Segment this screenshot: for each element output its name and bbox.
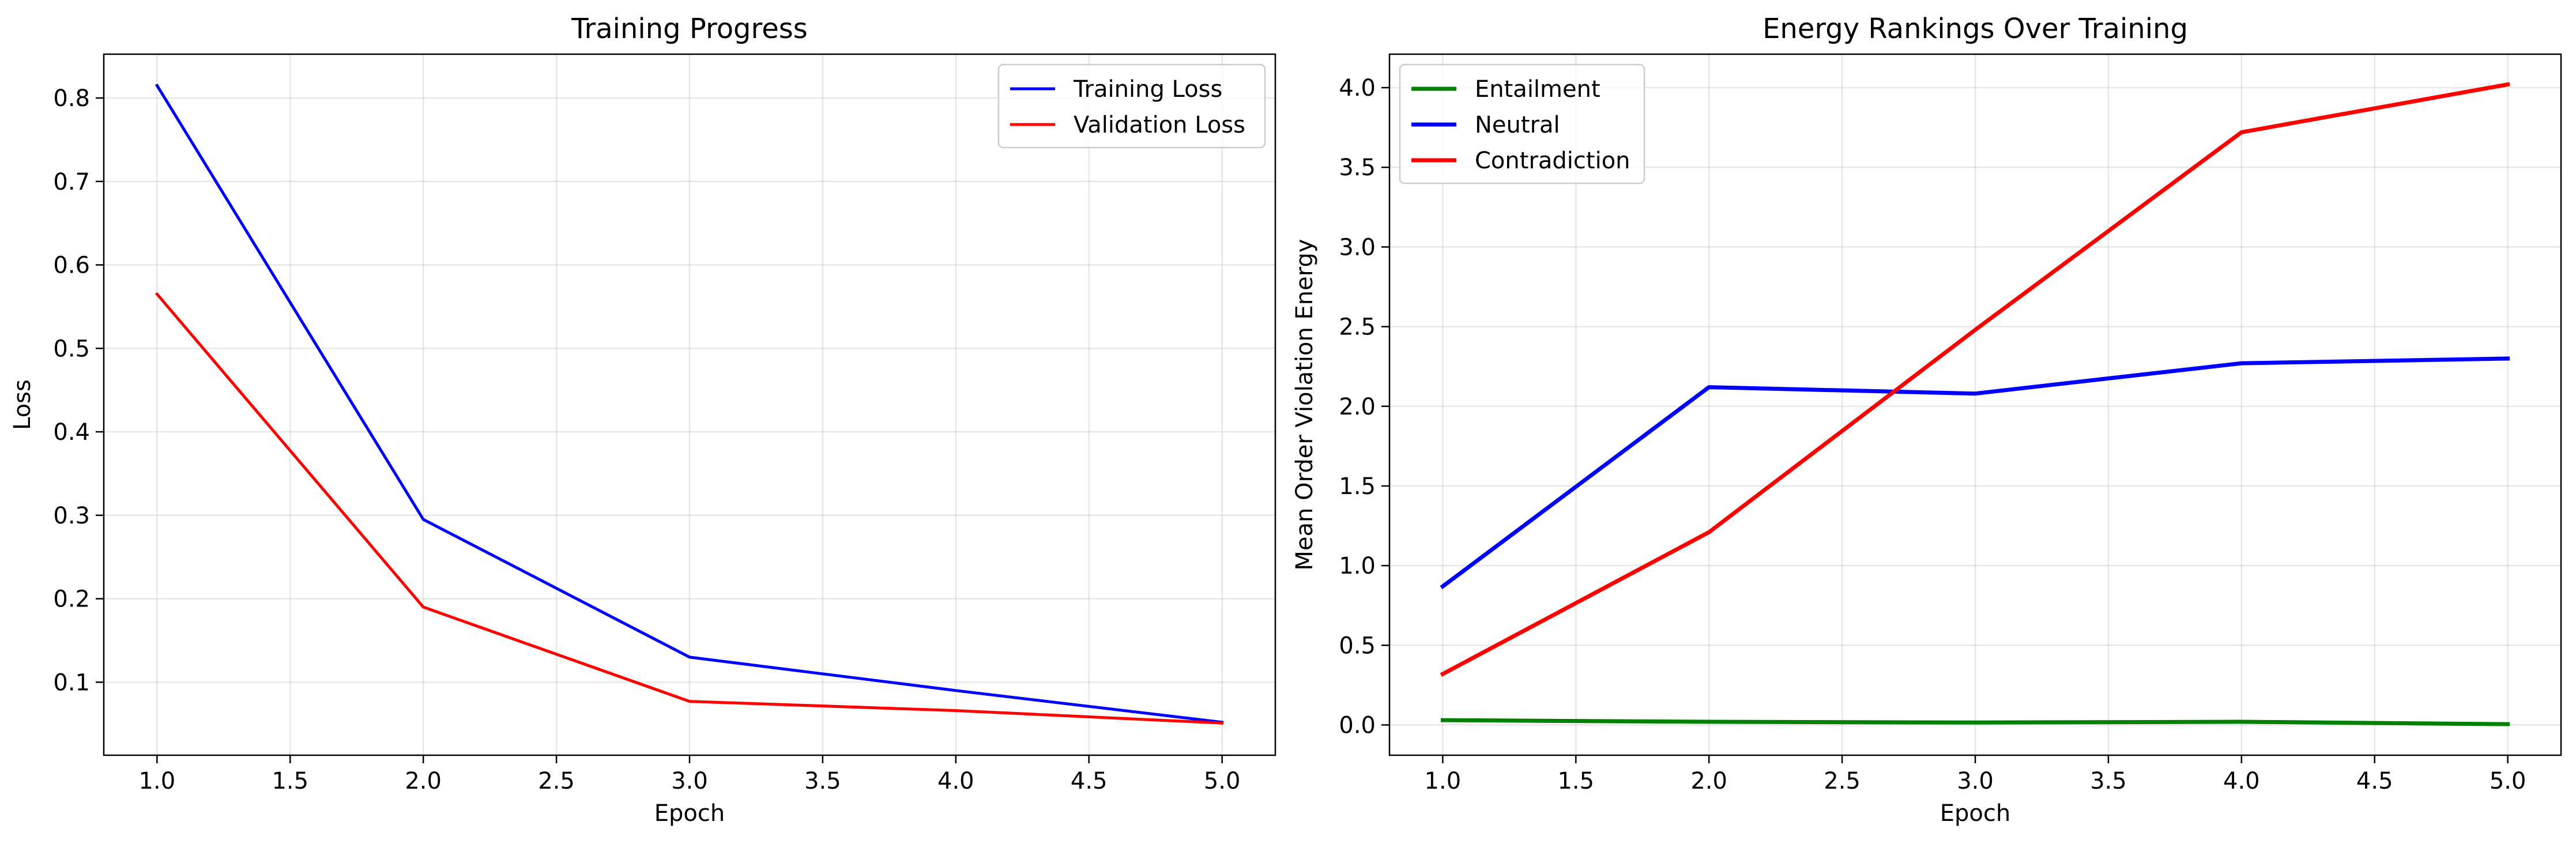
legend-label: Contradiction [1475,148,1630,174]
legend-box [997,63,1266,149]
chart-title: Energy Rankings Over Training [1762,13,2188,45]
legend-label: Validation Loss [1074,112,1245,138]
y-tick-label: 0.5 [53,336,90,362]
y-tick-label: 0.0 [1339,712,1376,738]
x-tick-label: 3.0 [671,768,708,794]
x-tick-label: 2.0 [1690,768,1727,794]
y-tick-label: 0.1 [53,669,90,696]
y-tick-label: 3.5 [1339,155,1376,181]
y-tick-label: 0.7 [53,169,90,195]
y-tick-label: 0.2 [53,586,90,613]
chart-title: Training Progress [571,13,808,45]
x-tick-label: 2.5 [538,768,575,794]
chart-2: 1.0 1.5 2.0 2.5 3.0 3.5 4.0 4.5 5.0 0.0 0.5 1.0 1.5 2… [1291,13,2562,827]
legend-label: Training Loss [1073,76,1222,103]
x-tick-label: 1.0 [139,768,176,794]
series-line-contradiction [1440,82,2510,677]
y-tick-label: 3.0 [1339,234,1376,261]
y-tick-label: 1.5 [1339,473,1376,500]
x-tick-label: 2.5 [1824,768,1861,794]
x-tick-label: 1.0 [1425,768,1462,794]
x-tick-label: 1.5 [1557,768,1594,794]
x-tick-label: 4.5 [2356,768,2393,794]
x-tick-label: 3.5 [2090,768,2127,794]
series-line-training-loss [155,83,1224,724]
legend-label: Neutral [1475,112,1560,138]
legend-box [1399,63,1645,184]
x-tick-label: 2.0 [405,768,442,794]
y-tick-label: 0.8 [53,85,90,112]
series-line-validation-loss [155,292,1224,725]
legend-label: Entailment [1475,76,1600,103]
x-tick-label: 4.0 [2223,768,2260,794]
series-line-neutral [1440,356,2510,589]
series-line-entailment [1440,718,2510,726]
x-axis-label: Epoch [654,800,725,827]
y-tick-label: 1.0 [1339,553,1376,579]
y-tick-label: 0.4 [53,419,90,446]
y-tick-label: 2.5 [1339,314,1376,341]
x-tick-label: 3.5 [804,768,841,794]
x-tick-label: 4.5 [1071,768,1108,794]
chart-1: 1.0 1.5 2.0 2.5 3.0 3.5 4.0 4.5 5.0 0.1 0.2 0.3 0.4 0… [9,13,1276,827]
x-tick-label: 4.0 [937,768,974,794]
x-tick-label: 3.0 [1957,768,1994,794]
y-axis-label: Loss [9,379,36,430]
x-tick-label: 5.0 [1204,768,1241,794]
y-tick-label: 2.0 [1339,394,1376,420]
x-tick-label: 5.0 [2490,768,2526,794]
x-axis-label: Epoch [1940,800,2010,827]
y-axis-label: Mean Order Violation Energy [1291,239,1318,570]
y-tick-label: 0.5 [1339,632,1376,659]
legend: Entailment Neutral Contradiction [1399,63,1645,184]
y-tick-label: 0.3 [53,503,90,529]
y-tick-label: 4.0 [1339,75,1376,101]
legend: Training Loss Validation Loss [997,63,1266,149]
x-tick-label: 1.5 [272,768,308,794]
y-tick-label: 0.6 [53,253,90,279]
